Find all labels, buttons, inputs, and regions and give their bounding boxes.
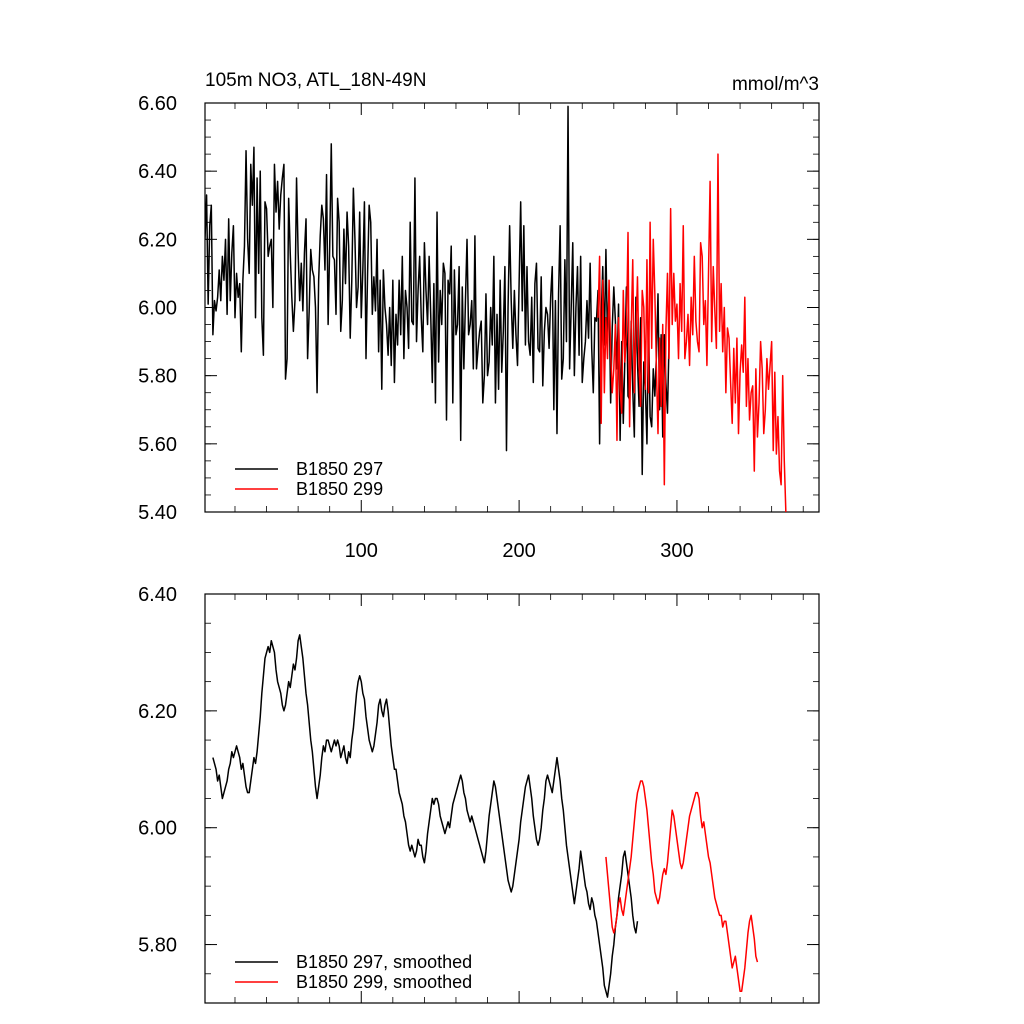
series-line-2: [605, 780, 759, 993]
y-tick-label: 6.00: [138, 298, 177, 320]
series-line-1: [212, 634, 639, 998]
y-tick-label: 6.20: [138, 229, 177, 251]
legend-label-2: B1850 299, smoothed: [296, 972, 472, 992]
y-tick-label: 5.60: [138, 434, 177, 456]
x-tick-label: 100: [345, 540, 378, 562]
y-tick-label: 6.60: [138, 93, 177, 115]
x-tick-label: 300: [660, 540, 693, 562]
y-tick-label: 6.00: [138, 818, 177, 840]
legend-label-2: B1850 299: [296, 479, 383, 499]
chart-title: 105m NO3, ATL_18N-49N: [205, 70, 426, 91]
y-tick-label: 6.20: [138, 701, 177, 723]
x-tick-label: 200: [502, 540, 535, 562]
y-tick-label: 6.40: [138, 584, 177, 606]
y-tick-label: 5.40: [138, 502, 177, 524]
bottom-panel: 6.40 6.20 6.00 5.80 B1850 297, smoothedB1850…: [138, 584, 820, 1004]
y-tick-label: 5.80: [138, 935, 177, 957]
series-line-1: [205, 105, 670, 476]
y-tick-label: 6.40: [138, 161, 177, 183]
top-panel: 105m NO3, ATL_18N-49N mmol/m^3 6.60 6.40 6.2…: [138, 70, 820, 562]
legend-label-1: B1850 297: [296, 459, 383, 479]
legend-label-1: B1850 297, smoothed: [296, 952, 472, 972]
units-label: mmol/m^3: [732, 74, 819, 95]
series-line-2: [597, 153, 787, 512]
y-tick-label: 5.80: [138, 366, 177, 388]
